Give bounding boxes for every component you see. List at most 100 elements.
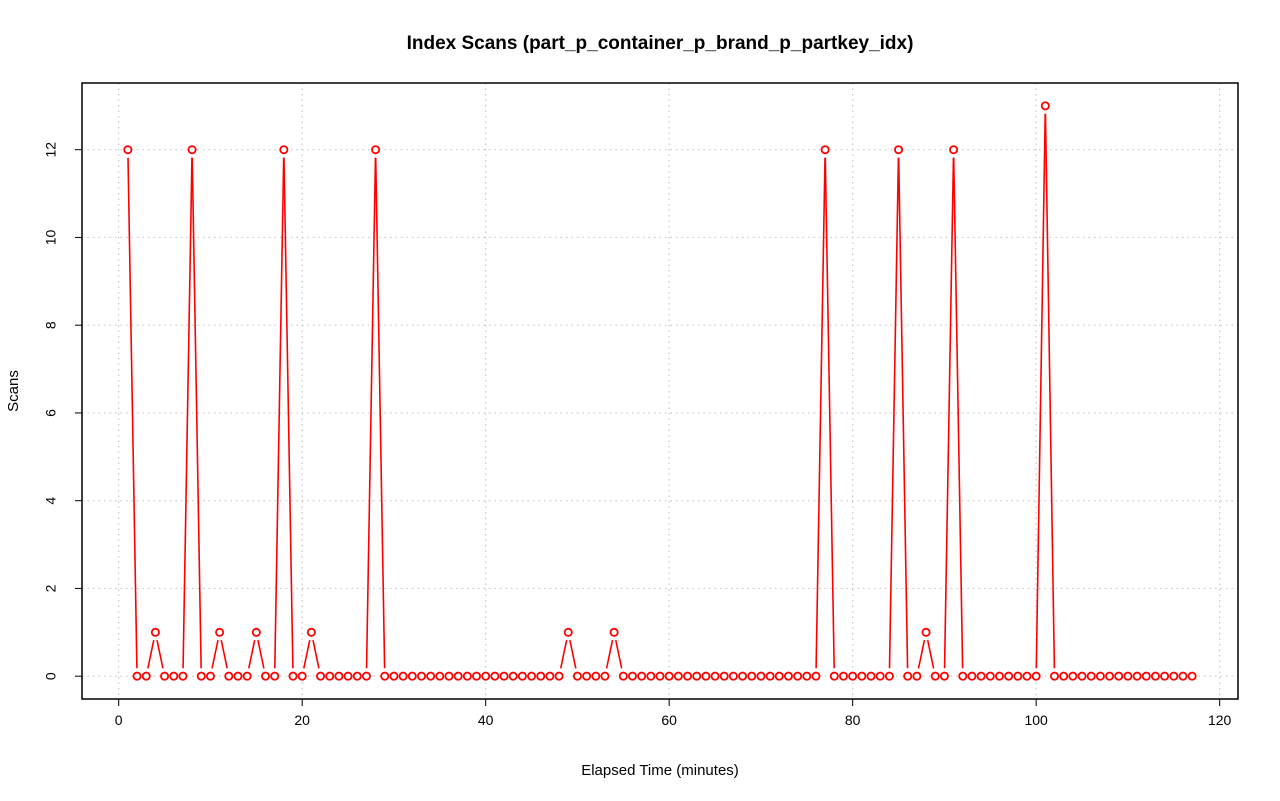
series-line-segment [220, 639, 228, 669]
data-point [1105, 671, 1115, 681]
series-line-segment [211, 639, 219, 669]
data-point [233, 671, 243, 681]
grid-lines [82, 83, 1238, 699]
data-point [591, 671, 601, 681]
data-point [802, 671, 812, 681]
series-line-segment [1035, 113, 1047, 669]
series-line-segment [303, 639, 311, 669]
data-point [683, 671, 693, 681]
data-point [407, 671, 417, 681]
y-tick-label: 6 [43, 409, 59, 417]
data-point [1169, 671, 1179, 681]
data-point [398, 671, 408, 681]
series-line-segment [365, 157, 377, 669]
data-point [838, 671, 848, 681]
data-point [939, 671, 949, 681]
y-tick-label: 10 [43, 229, 59, 245]
series-line-segment [247, 639, 256, 669]
data-point [389, 671, 399, 681]
data-point [820, 145, 830, 155]
x-tick-label: 40 [478, 712, 494, 728]
y-tick-label: 8 [43, 321, 59, 329]
series-line-segment [127, 157, 138, 669]
data-point [994, 671, 1004, 681]
data-point [1114, 671, 1124, 681]
data-point [536, 671, 546, 681]
data-point [508, 671, 518, 681]
data-point [747, 671, 757, 681]
series-line-segment [283, 157, 294, 669]
data-point [416, 671, 426, 681]
data-point [453, 671, 463, 681]
data-point [1040, 101, 1050, 111]
data-point [306, 627, 316, 637]
data-point [582, 671, 592, 681]
data-point [976, 671, 986, 681]
series-line-segment [824, 157, 835, 669]
data-point [884, 671, 894, 681]
data-point [912, 671, 922, 681]
data-point [848, 671, 858, 681]
data-point [242, 671, 252, 681]
data-point [921, 627, 931, 637]
data-point [985, 671, 995, 681]
data-point [692, 671, 702, 681]
x-axis: 0 20 40 60 80 100 120 [115, 698, 1232, 728]
data-point [343, 671, 353, 681]
data-point [205, 671, 215, 681]
data-point [875, 671, 885, 681]
data-point [169, 671, 179, 681]
y-tick-label: 4 [43, 497, 59, 505]
series-line-segment [374, 157, 386, 669]
data-point [1187, 671, 1197, 681]
data-point [224, 671, 234, 681]
data-point [1178, 671, 1188, 681]
data-point [618, 671, 628, 681]
data-point [178, 671, 188, 681]
data-point [132, 671, 142, 681]
data-point [1132, 671, 1142, 681]
x-tick-label: 20 [294, 712, 310, 728]
data-point [260, 671, 270, 681]
data-point [1031, 671, 1041, 681]
data-point [435, 671, 445, 681]
data-point [1059, 671, 1069, 681]
data-point [527, 671, 537, 681]
x-tick-label: 100 [1024, 712, 1048, 728]
data-point [655, 671, 665, 681]
data-point [756, 671, 766, 681]
data-point [673, 671, 683, 681]
data-point [701, 671, 711, 681]
data-point [361, 671, 371, 681]
data-point [1160, 671, 1170, 681]
data-point [1123, 671, 1133, 681]
data-point [279, 145, 289, 155]
data-point [1141, 671, 1151, 681]
series-line-segment [897, 157, 909, 669]
series-line-segment [191, 157, 202, 669]
series-line-segment [926, 639, 935, 669]
series-line-segment [257, 639, 265, 669]
data-point [123, 145, 133, 155]
data-point [646, 671, 656, 681]
data-point [554, 671, 564, 681]
series-line-segment [147, 639, 155, 669]
data-point [609, 627, 619, 637]
chart-title: Index Scans (part_p_container_p_brand_p_… [407, 33, 914, 54]
data-point [1013, 671, 1023, 681]
data-point [141, 671, 151, 681]
data-point [426, 671, 436, 681]
series-index-scans [123, 101, 1197, 681]
data-point [251, 627, 261, 637]
data-point [352, 671, 362, 681]
data-point [1086, 671, 1096, 681]
data-point [444, 671, 454, 681]
data-point [903, 671, 913, 681]
data-point [719, 671, 729, 681]
data-point [517, 671, 527, 681]
data-point [371, 145, 381, 155]
series-line-segment [605, 639, 614, 669]
series-line-segment [917, 639, 926, 669]
x-tick-label: 0 [115, 712, 123, 728]
data-point [600, 671, 610, 681]
